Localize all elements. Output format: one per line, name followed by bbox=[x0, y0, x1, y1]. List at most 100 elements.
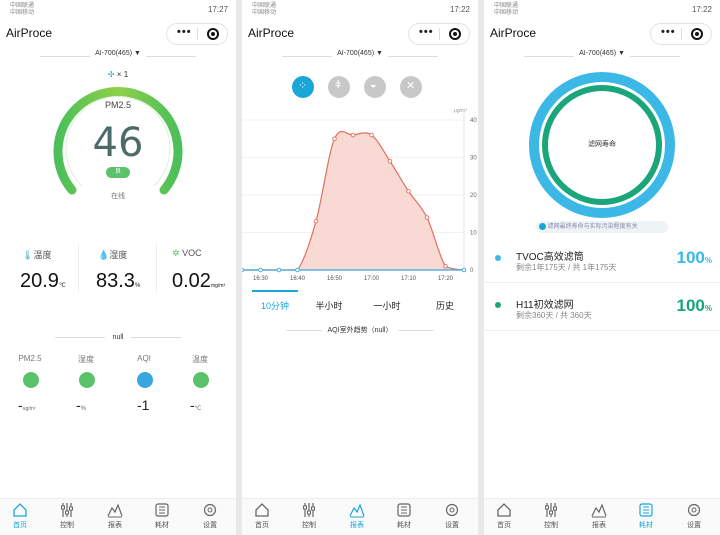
consumables-screen: 中国联通 中国移动 17:22 AirProce ••• AI-700(465) … bbox=[484, 0, 720, 535]
tab-report[interactable]: 报表 bbox=[579, 502, 619, 530]
tab-home[interactable]: 首页 bbox=[0, 502, 40, 530]
app-title: AirProce bbox=[490, 26, 537, 40]
tab-control[interactable]: 控制 bbox=[289, 502, 329, 530]
metric-temperature-button[interactable]: ǂ bbox=[328, 76, 350, 98]
humidity-unit: % bbox=[134, 283, 141, 289]
outdoor-row: PM2.5 湿度 AQI 温度 -ug/m³ -% -1 -℃ bbox=[0, 354, 236, 424]
carrier-label: 中国联通 bbox=[10, 3, 35, 9]
filter-item[interactable]: H11初效滤网 剩余360天 / 共 360天 100% bbox=[484, 288, 720, 331]
fan-level: × 1 bbox=[116, 70, 129, 79]
filter-icon bbox=[397, 503, 411, 517]
tab-history[interactable]: 历史 bbox=[435, 301, 454, 311]
active-tab-indicator bbox=[252, 290, 298, 292]
chart-icon bbox=[107, 503, 123, 518]
chart-x-ticks: 16:30 16:40 16:50 17:00 17:10 17:20 bbox=[253, 276, 454, 282]
mini-program-capsule[interactable]: ••• bbox=[166, 23, 228, 45]
chart-area bbox=[242, 131, 464, 270]
tab-bar: 首页 控制 报表 耗材 设置 bbox=[0, 498, 236, 535]
data-point bbox=[258, 267, 263, 273]
home-icon bbox=[13, 503, 27, 517]
carrier-label: 中国移动 bbox=[10, 10, 35, 16]
humidity-cup-icon: ◒ bbox=[370, 79, 377, 91]
filter-item[interactable]: TVOC高效滤筒 剩余1年175天 / 共 1年175天 100% bbox=[484, 240, 720, 283]
tab-report[interactable]: 报表 bbox=[337, 502, 377, 530]
device-selector[interactable]: AI-700(465) ▼ bbox=[484, 50, 720, 57]
tab-control[interactable]: 控制 bbox=[47, 502, 87, 530]
metric-pm25-button[interactable]: ⁘ bbox=[292, 76, 314, 98]
sensor-temperature: 🌡温度 bbox=[22, 250, 52, 260]
nav-bar: AirProce ••• bbox=[242, 20, 478, 46]
outdoor-temperature-unit: ℃ bbox=[194, 406, 202, 412]
filter-dot-icon bbox=[495, 255, 501, 261]
outdoor-pm25-label: PM2.5 bbox=[18, 354, 42, 363]
sensor-row: 🌡温度 20.9℃ 💧湿度 83.3% ✲ VOC 0.02mg/m³ bbox=[0, 240, 236, 300]
tab-1hour[interactable]: 一小时 bbox=[373, 301, 401, 311]
tab-home[interactable]: 首页 bbox=[242, 502, 282, 530]
outdoor-pm25-value: - bbox=[18, 397, 23, 413]
voc-unit: mg/m³ bbox=[210, 283, 226, 289]
tab-consumables[interactable]: 耗材 bbox=[384, 502, 424, 530]
outdoor-title: null bbox=[112, 334, 124, 341]
outdoor-humidity-unit: % bbox=[80, 406, 87, 412]
carrier-label: 中国联通 bbox=[252, 3, 277, 9]
metric-humidity-button[interactable]: ◒ bbox=[364, 76, 386, 98]
gear-icon bbox=[687, 503, 701, 517]
x-tick-label: 17:00 bbox=[364, 276, 380, 282]
data-point bbox=[369, 132, 374, 138]
percent-unit: % bbox=[704, 256, 712, 265]
more-icon[interactable]: ••• bbox=[177, 26, 192, 38]
tab-10min[interactable]: 10分钟 bbox=[260, 301, 289, 311]
close-target-icon[interactable] bbox=[207, 28, 219, 40]
tab-control[interactable]: 控制 bbox=[531, 502, 571, 530]
tab-consumables[interactable]: 耗材 bbox=[626, 502, 666, 530]
voc-value: 0.02 bbox=[172, 270, 211, 292]
outdoor-aqi-value: -1 bbox=[137, 397, 150, 413]
tab-bar: 首页 控制 报表 耗材 设置 bbox=[484, 498, 720, 535]
report-screen: 中国联通 中国移动 17:22 AirProce ••• AI-700(465) … bbox=[242, 0, 478, 535]
mini-program-capsule[interactable]: ••• bbox=[650, 23, 712, 45]
more-icon[interactable]: ••• bbox=[661, 26, 676, 38]
tab-settings[interactable]: 设置 bbox=[674, 502, 714, 530]
device-name: AI-700(465) bbox=[579, 50, 617, 57]
chart-icon bbox=[349, 503, 365, 518]
x-tick-label: 17:10 bbox=[401, 276, 417, 282]
device-selector[interactable]: AI-700(465) ▼ bbox=[242, 50, 478, 57]
chart-y-ticks: 0 10 20 30 40 bbox=[470, 118, 477, 274]
tab-consumables[interactable]: 耗材 bbox=[142, 502, 182, 530]
carrier-label: 中国移动 bbox=[494, 10, 519, 16]
data-point bbox=[406, 188, 411, 194]
nav-bar: AirProce ••• bbox=[484, 20, 720, 46]
sliders-icon bbox=[61, 503, 73, 517]
filter-life-label: 滤网寿命 bbox=[588, 141, 616, 148]
data-point bbox=[332, 136, 337, 142]
filter-percent: 100 bbox=[676, 296, 705, 315]
sliders-icon bbox=[303, 503, 315, 517]
filter-icon bbox=[155, 503, 169, 517]
carrier-label: 中国联通 bbox=[494, 3, 519, 9]
tab-report[interactable]: 报表 bbox=[95, 502, 135, 530]
carrier-label: 中国移动 bbox=[252, 10, 277, 16]
sensor-humidity: 💧湿度 bbox=[98, 250, 128, 260]
metric-voc-button[interactable]: ✕ bbox=[400, 76, 422, 98]
close-target-icon[interactable] bbox=[449, 28, 461, 40]
gear-icon bbox=[445, 503, 459, 517]
tab-settings[interactable]: 设置 bbox=[432, 502, 472, 530]
outdoor-aqi-title: AQI室外趋势（null） bbox=[327, 327, 393, 334]
device-selector[interactable]: AI-700(465) ▼ bbox=[0, 50, 236, 57]
x-tick-label: 17:20 bbox=[438, 276, 454, 282]
tab-home[interactable]: 首页 bbox=[484, 502, 524, 530]
tab-settings[interactable]: 设置 bbox=[190, 502, 230, 530]
device-name: AI-700(465) bbox=[95, 50, 133, 57]
mini-program-capsule[interactable]: ••• bbox=[408, 23, 470, 45]
pm25-trend-chart: 0 10 20 30 40 16:30 16:40 16:50 17:00 17:10 17:20… bbox=[242, 108, 477, 282]
close-target-icon[interactable] bbox=[691, 28, 703, 40]
thermometer-icon: 🌡 bbox=[22, 250, 34, 260]
filter-detail: 剩余360天 / 共 360天 bbox=[516, 311, 592, 320]
data-point bbox=[443, 263, 448, 269]
tab-30min[interactable]: 半小时 bbox=[315, 301, 343, 311]
more-icon[interactable]: ••• bbox=[419, 26, 434, 38]
status-bar: 中国联通 中国移动 17:27 bbox=[0, 0, 236, 20]
device-name: AI-700(465) bbox=[337, 50, 375, 57]
filter-life-ring bbox=[529, 72, 675, 218]
outdoor-aqi-trend: AQI室外趋势（null） bbox=[242, 325, 478, 335]
